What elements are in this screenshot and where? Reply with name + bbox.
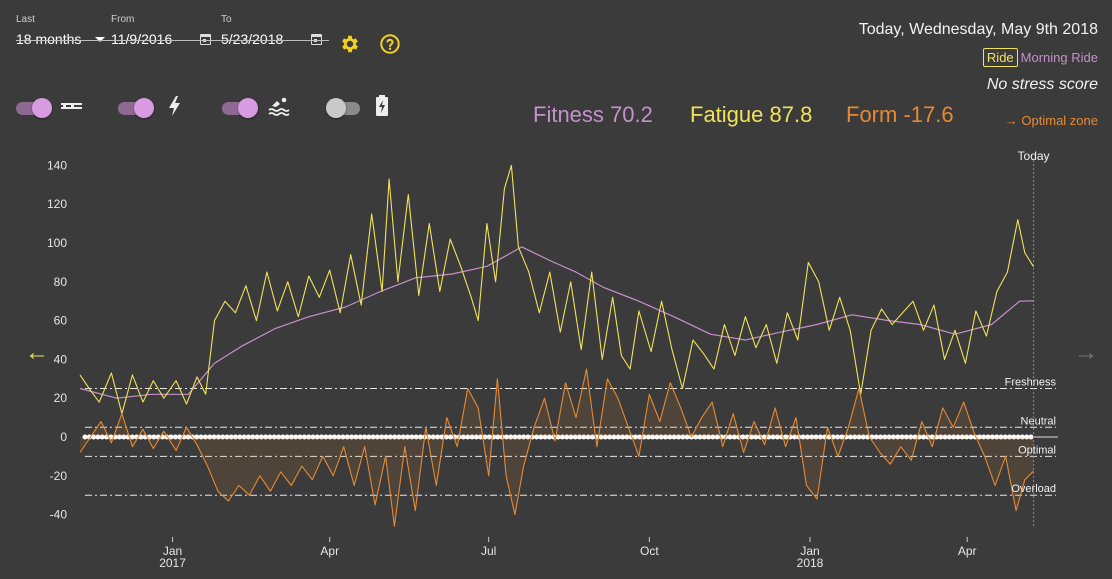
y-tick-label: 80 bbox=[54, 275, 68, 289]
y-tick-label: 0 bbox=[60, 430, 67, 444]
arrow-right-icon[interactable]: → bbox=[1074, 339, 1098, 366]
help-circle-icon[interactable] bbox=[379, 33, 401, 55]
to-date-field[interactable]: To 5/23/2018 bbox=[221, 14, 323, 50]
last-value: 18 months bbox=[16, 31, 82, 47]
fatigue-value: Fatigue 87.8 bbox=[690, 102, 813, 127]
y-tick-label: -40 bbox=[50, 508, 68, 522]
arrow-left-icon[interactable]: ← bbox=[25, 339, 49, 366]
series-line-form bbox=[79, 368, 1034, 527]
running-icon bbox=[169, 96, 180, 116]
from-label: From bbox=[111, 14, 135, 25]
x-tick-label: Apr bbox=[320, 544, 339, 558]
filter-underline bbox=[16, 40, 329, 41]
x-tick-label: Apr bbox=[958, 544, 977, 558]
labels-layer: 140 120 100 80 60 40 20 0 -20 -40 Freshness Neutral… bbox=[47, 149, 1057, 570]
y-tick-label: 100 bbox=[47, 236, 67, 250]
zone-label: Neutral bbox=[1021, 415, 1056, 427]
activity-info: Ride Morning Ride bbox=[982, 48, 1098, 67]
series-line-fatigue bbox=[79, 164, 1034, 415]
x-tick-label: Jan bbox=[163, 544, 182, 558]
form-area bbox=[80, 369, 1034, 527]
last-label: Last bbox=[16, 14, 35, 25]
y-tick-label: 120 bbox=[47, 197, 67, 211]
stress-score: No stress score bbox=[986, 76, 1098, 93]
battery-icon bbox=[376, 95, 388, 116]
toggle-cycling[interactable] bbox=[16, 97, 52, 119]
to-label: To bbox=[221, 14, 232, 25]
y-tick-label: 140 bbox=[47, 158, 67, 172]
today-date: Today, Wednesday, May 9th 2018 bbox=[858, 21, 1098, 38]
fitness-value: Fitness 70.2 bbox=[533, 102, 653, 127]
zone-label: Freshness bbox=[1005, 377, 1057, 389]
grid-layer bbox=[82, 160, 1058, 542]
optimal-zone-label: Optimal zone bbox=[1021, 113, 1098, 128]
x-tick-sublabel: 2018 bbox=[797, 556, 824, 570]
y-tick-label: 60 bbox=[54, 314, 68, 328]
form-value: Form -17.6 bbox=[846, 102, 954, 127]
gear-icon[interactable] bbox=[339, 33, 361, 55]
swimming-icon bbox=[268, 97, 290, 116]
arrow-right-icon: → bbox=[1004, 113, 1018, 128]
ride-badge: Ride bbox=[982, 48, 1018, 67]
y-tick-label: 20 bbox=[54, 391, 68, 405]
y-tick-label: 40 bbox=[54, 352, 68, 366]
toggle-running[interactable] bbox=[118, 97, 154, 119]
zone-label: Overload bbox=[1011, 483, 1056, 495]
today-label: Today bbox=[1018, 149, 1050, 163]
activity-title[interactable]: Morning Ride bbox=[1020, 50, 1098, 65]
x-tick-label: Jul bbox=[481, 544, 496, 558]
chevron-down-icon bbox=[95, 36, 106, 42]
x-tick-sublabel: 2017 bbox=[159, 556, 186, 570]
series-line-fitness bbox=[79, 246, 1034, 399]
last-period-select[interactable]: Last 18 months bbox=[16, 14, 109, 50]
from-date-field[interactable]: From 11/9/2016 bbox=[111, 14, 212, 50]
toggle-swimming[interactable] bbox=[222, 97, 258, 119]
cycling-icon bbox=[61, 103, 82, 109]
from-value: 11/9/2016 bbox=[111, 31, 173, 47]
zone-label: Optimal bbox=[1018, 444, 1056, 456]
x-tick-label: Oct bbox=[640, 544, 659, 558]
to-value: 5/23/2018 bbox=[221, 31, 284, 47]
toggle-battery[interactable] bbox=[326, 97, 362, 119]
optimal-zone-link[interactable]: → Optimal zone bbox=[1005, 113, 1098, 128]
y-tick-label: -20 bbox=[50, 469, 68, 483]
x-tick-label: Jan bbox=[800, 544, 819, 558]
series-layer bbox=[79, 164, 1034, 527]
